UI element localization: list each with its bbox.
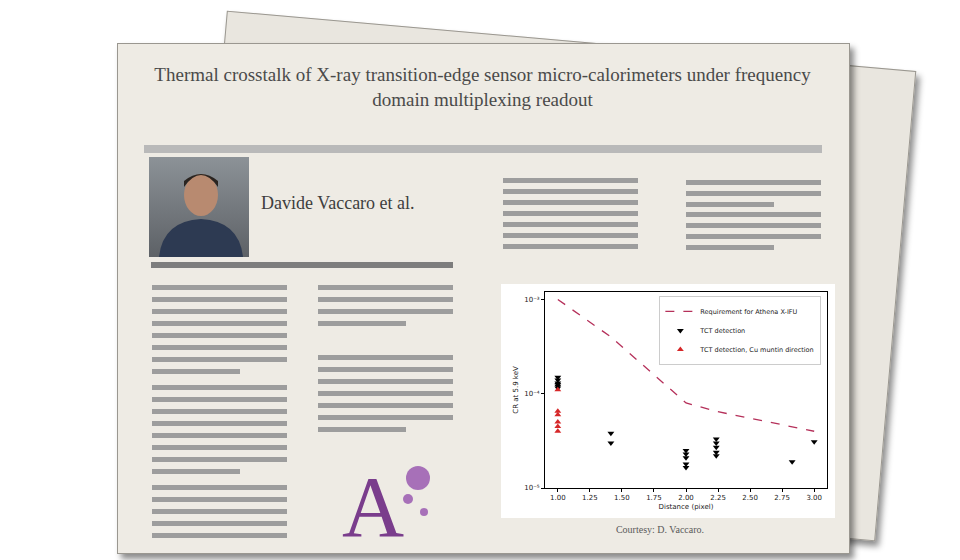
svg-text:CR at 5.9 keV: CR at 5.9 keV — [512, 366, 520, 414]
svg-text:1.75: 1.75 — [646, 494, 662, 502]
svg-text:1.00: 1.00 — [550, 494, 566, 502]
svg-text:1.50: 1.50 — [614, 494, 630, 502]
svg-text:1.25: 1.25 — [582, 494, 598, 502]
svg-text:Distance (pixel): Distance (pixel) — [659, 503, 714, 511]
svg-text:3.00: 3.00 — [806, 494, 822, 502]
svg-text:10⁻⁵: 10⁻⁵ — [524, 484, 540, 492]
svg-text:10⁻³: 10⁻³ — [524, 296, 540, 304]
svg-text:10⁻⁴: 10⁻⁴ — [524, 390, 540, 398]
svg-text:TCT detection, Cu muntin direc: TCT detection, Cu muntin direction — [699, 346, 813, 354]
svg-text:2.50: 2.50 — [742, 494, 758, 502]
svg-text:2.25: 2.25 — [710, 494, 726, 502]
svg-text:A: A — [342, 459, 404, 547]
html-text:Courtesy: D. Vaccaro.: Courtesy: D. Vaccaro. — [615, 524, 705, 535]
svg-text:TCT detection: TCT detection — [699, 327, 745, 335]
html-text:Davide Vaccaro et al.: Davide Vaccaro et al. — [261, 193, 415, 213]
svg-text:Requirement for Athena X-IFU: Requirement for Athena X-IFU — [700, 308, 797, 316]
html-text:Thermal crosstalk of X-ray tra: Thermal crosstalk of X-ray transition-ed… — [154, 64, 811, 110]
svg-text:2.75: 2.75 — [774, 494, 790, 502]
svg-text:2.00: 2.00 — [678, 494, 694, 502]
